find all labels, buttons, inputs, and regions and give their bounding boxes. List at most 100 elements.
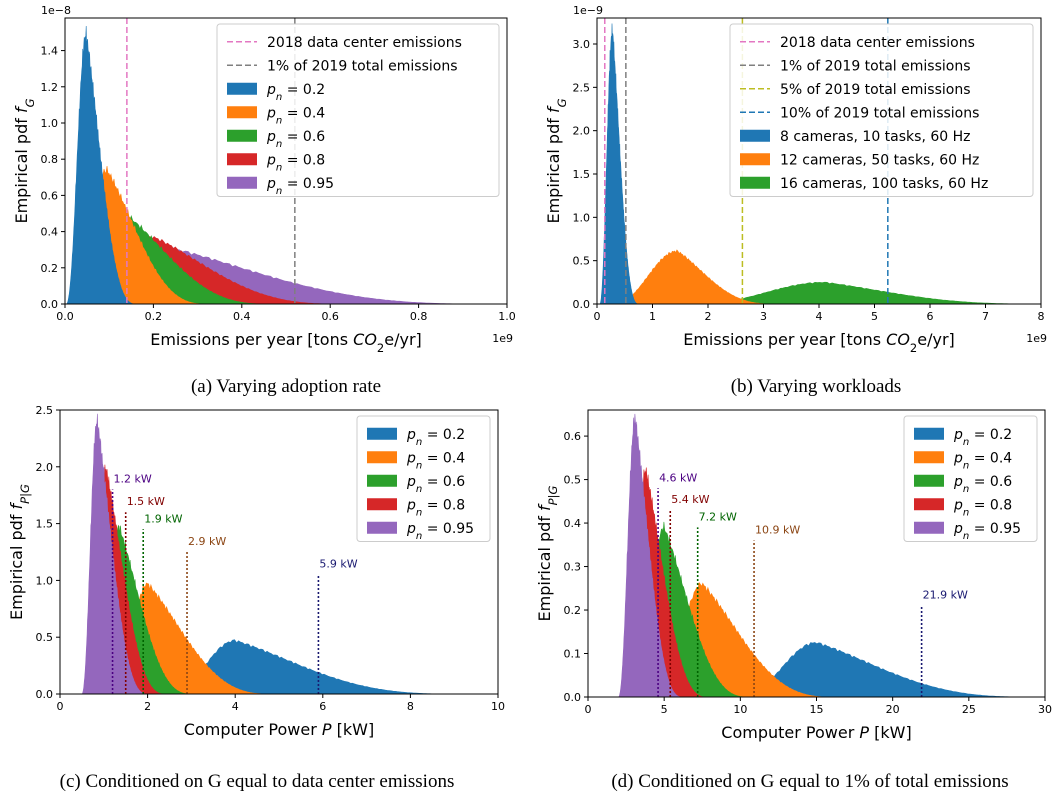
x-tick-label-a-5: 1.0 [498, 310, 516, 323]
x-tick-label-c-4: 8 [407, 700, 414, 713]
legend-label-d-1: pn = 0.4 [953, 450, 1012, 471]
legend-swatch-a-6 [227, 176, 257, 189]
x-tick-label-d-1: 5 [661, 703, 668, 716]
x-axis-label-c: Computer Power P [kW] [184, 720, 374, 739]
series-area-a-4 [66, 25, 136, 304]
legend-label-c-0: pn = 0.2 [406, 427, 465, 448]
legend-box-a [216, 23, 500, 197]
legend-label-d-4: pn = 0.95 [953, 521, 1021, 542]
y-tick-label-b-1: 0.5 [573, 255, 591, 268]
x-tick-label-b-8: 8 [1038, 310, 1045, 323]
y-axis-label-d: Empirical pdf fP|G [535, 485, 561, 621]
x-tick-label-b-6: 6 [927, 310, 934, 323]
caption-b: (b) Varying workloads [731, 376, 902, 397]
y-tick-label-d-3: 0.3 [564, 561, 582, 574]
legend-swatch-b-6 [740, 176, 770, 189]
legend-label-d-3: pn = 0.8 [953, 497, 1012, 518]
legend-label-b-6: 16 cameras, 100 tasks, 60 Hz [780, 176, 988, 192]
annotation-label-c-4: 5.9 kW [319, 558, 357, 571]
legend-swatch-a-5 [227, 153, 257, 166]
legend-label-d-2: pn = 0.6 [953, 474, 1012, 495]
annotation-label-d-4: 21.9 kW [923, 589, 968, 602]
y-tick-label-d-4: 0.4 [564, 517, 582, 530]
series-area-d-4 [618, 413, 683, 697]
annotation-label-c-2: 1.9 kW [144, 512, 182, 525]
x-tick-label-a-2: 0.4 [233, 310, 251, 323]
x-tick-label-b-0: 0 [594, 310, 601, 323]
x-tick-label-a-1: 0.2 [145, 310, 163, 323]
series-area-b-2 [599, 23, 639, 304]
legend-swatch-d-0 [914, 427, 944, 440]
series-area-d-0 [740, 642, 1030, 697]
y-tick-label-b-3: 1.5 [573, 168, 591, 181]
caption-a: (a) Varying adoption rate [191, 376, 381, 397]
series-area-b-1 [613, 249, 775, 304]
x-axis-label-b: Emissions per year [tons CO2e/yr] [683, 330, 955, 355]
y-tick-label-a-0: 0.0 [41, 298, 59, 311]
caption-d: (d) Conditioned on G equal to 1% of tota… [611, 771, 1008, 792]
y-multiplier-b: 1e−9 [573, 4, 603, 17]
y-tick-label-c-4: 2.0 [36, 461, 54, 474]
chart-b: 0 1 2 3 4 5 6 7 8 0.0 0.5 1.0 1.5 2.0 2.5 3.0 1e9 1e−9 Emi… [544, 4, 1047, 355]
legend-swatch-a-3 [227, 106, 257, 119]
y-tick-label-b-0: 0.0 [573, 298, 591, 311]
legend-swatch-b-5 [740, 153, 770, 166]
plot-area-a [66, 18, 485, 304]
y-tick-label-a-2: 0.4 [41, 226, 59, 239]
annotation-label-d-2: 7.2 kW [699, 510, 737, 523]
annotation-label-d-3: 10.9 kW [755, 523, 800, 536]
series-area-b-0 [696, 281, 1041, 304]
legend-swatch-c-1 [367, 451, 397, 464]
y-tick-label-d-5: 0.5 [564, 474, 582, 487]
chart-c: 1.2 kW 1.5 kW 1.9 kW 2.9 kW 5.9 kW 0 2 4 6 8 10 0.0… [7, 404, 505, 739]
x-tick-label-c-5: 10 [491, 700, 505, 713]
x-tick-label-c-3: 6 [319, 700, 326, 713]
x-tick-label-d-6: 30 [1038, 703, 1052, 716]
x-axis-label-d: Computer Power P [kW] [721, 723, 911, 742]
legend-label-a-1: 1% of 2019 total emissions [267, 58, 458, 74]
x-multiplier-a: 1e9 [492, 332, 513, 345]
y-tick-label-d-2: 0.2 [564, 604, 582, 617]
y-tick-label-d-6: 0.6 [564, 430, 582, 443]
y-multiplier-a: 1e−8 [41, 4, 71, 17]
series-area-c-0 [169, 639, 455, 694]
legend-label-b-2: 5% of 2019 total emissions [780, 82, 971, 98]
annotation-label-d-1: 5.4 kW [671, 493, 709, 506]
plot-area-b [599, 18, 1041, 304]
legend-swatch-d-2 [914, 474, 944, 487]
legend-swatch-d-1 [914, 451, 944, 464]
y-tick-label-a-3: 0.6 [41, 189, 59, 202]
x-multiplier-b: 1e9 [1026, 332, 1047, 345]
x-tick-label-c-1: 2 [144, 700, 151, 713]
series-area-c-4 [81, 413, 148, 694]
legend-label-a-3: pn = 0.4 [266, 105, 325, 126]
x-tick-label-d-2: 10 [733, 703, 747, 716]
x-tick-label-a-3: 0.6 [321, 310, 339, 323]
y-tick-label-a-4: 0.8 [41, 153, 59, 166]
y-tick-label-c-0: 0.0 [36, 688, 54, 701]
x-tick-label-b-1: 1 [649, 310, 656, 323]
legend-label-a-0: 2018 data center emissions [267, 35, 462, 51]
x-tick-label-b-2: 2 [705, 310, 712, 323]
legend-swatch-c-2 [367, 474, 397, 487]
plot-area-d [618, 413, 1030, 697]
y-tick-label-d-0: 0.0 [564, 691, 582, 704]
x-tick-label-d-3: 15 [810, 703, 824, 716]
y-axis-label-c: Empirical pdf fP|G [7, 484, 33, 620]
legend-label-a-2: pn = 0.2 [266, 82, 325, 103]
legend-label-b-5: 12 cameras, 50 tasks, 60 Hz [780, 152, 979, 168]
legend-swatch-a-4 [227, 129, 257, 142]
legend-label-c-3: pn = 0.8 [406, 497, 465, 518]
legend-swatch-b-4 [740, 129, 770, 142]
y-tick-label-a-5: 1.0 [41, 117, 59, 130]
x-tick-label-b-3: 3 [760, 310, 767, 323]
legend-swatch-d-4 [914, 521, 944, 534]
y-tick-label-c-5: 2.5 [36, 404, 54, 417]
y-tick-label-d-1: 0.1 [564, 648, 582, 661]
legend-label-d-0: pn = 0.2 [953, 427, 1012, 448]
x-tick-label-b-4: 4 [816, 310, 823, 323]
legend-label-c-2: pn = 0.6 [406, 474, 465, 495]
y-tick-label-b-2: 1.0 [573, 211, 591, 224]
legend-label-a-4: pn = 0.6 [266, 129, 325, 150]
legend-label-b-1: 1% of 2019 total emissions [780, 58, 971, 74]
